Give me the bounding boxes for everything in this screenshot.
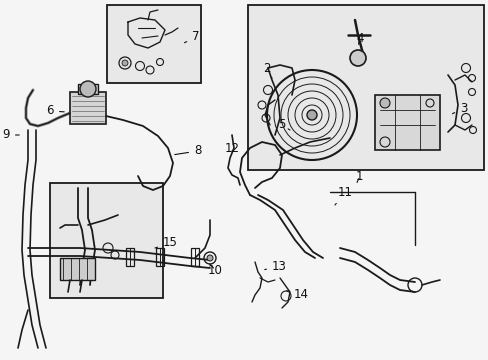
Circle shape [306,110,316,120]
Text: 1: 1 [355,170,363,183]
Text: 2: 2 [263,62,271,78]
Text: 15: 15 [155,237,178,249]
Text: 3: 3 [451,102,467,114]
Circle shape [206,255,213,261]
Text: 13: 13 [264,261,286,274]
Bar [126,248,134,266]
Bar [374,95,439,150]
Bar [247,5,483,170]
Text: 5: 5 [278,118,289,131]
Circle shape [349,50,365,66]
Text: 8: 8 [174,144,201,158]
Bar [78,84,98,94]
Circle shape [80,81,96,97]
Circle shape [122,60,128,66]
Text: 7: 7 [184,31,199,44]
Text: 6: 6 [46,104,64,117]
Text: 10: 10 [207,264,223,276]
Bar [60,258,95,280]
Text: 12: 12 [224,141,240,154]
Bar [107,5,201,83]
Bar [70,92,106,124]
Bar [191,248,199,266]
Text: 11: 11 [334,185,352,205]
Bar [156,248,163,266]
Bar [50,183,163,298]
Text: 9: 9 [2,129,19,141]
Text: 14: 14 [286,288,308,302]
Circle shape [379,98,389,108]
Text: 4: 4 [355,31,363,45]
